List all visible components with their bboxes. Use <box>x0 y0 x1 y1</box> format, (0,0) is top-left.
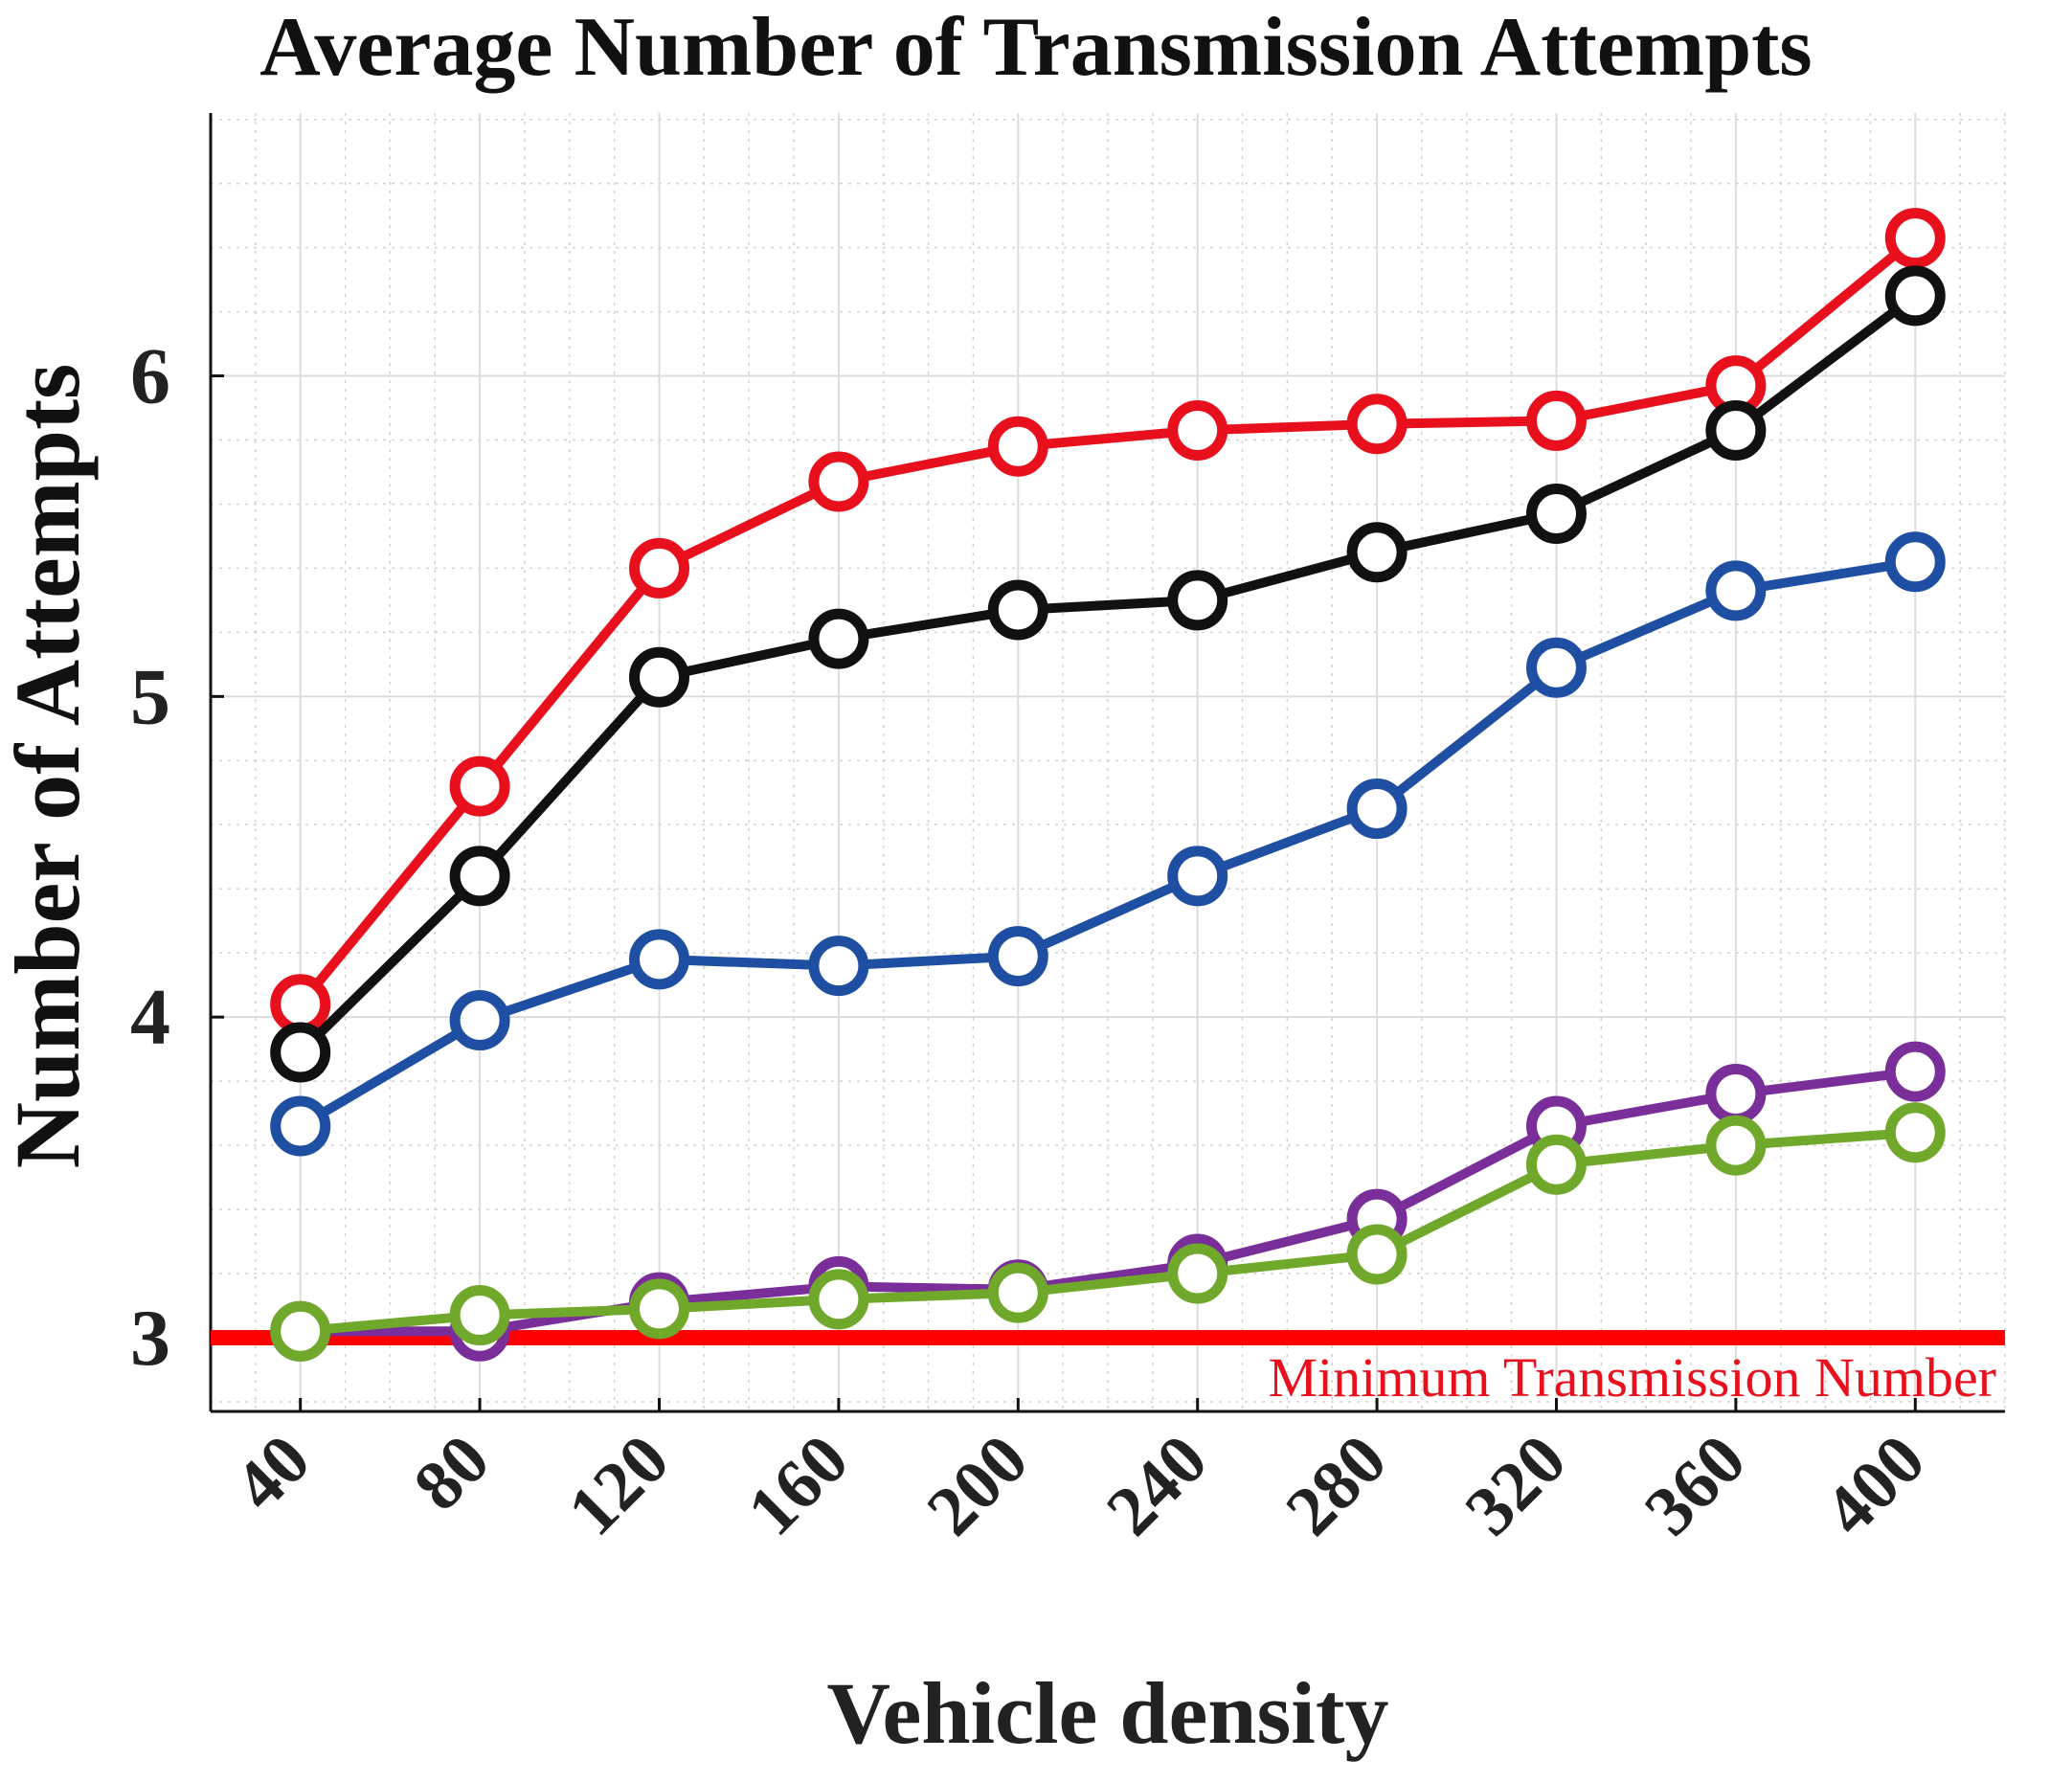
chart-title: Average Number of Transmission Attempts <box>259 1 1812 94</box>
series-3-point <box>449 990 510 1051</box>
reference-line-label: Minimum Transmission Number <box>1268 1346 1996 1409</box>
series-2-point <box>987 579 1048 641</box>
series-3-point <box>1705 560 1767 621</box>
series-3-point <box>987 926 1048 987</box>
x-tick-label: 80 <box>399 1420 505 1525</box>
series-line-2 <box>297 291 1919 1056</box>
series-5-point <box>1705 1115 1767 1176</box>
series-1-point <box>449 756 510 817</box>
series-1-point <box>1346 394 1408 455</box>
series-1-point <box>1526 390 1587 451</box>
x-tick-label: 320 <box>1451 1420 1581 1550</box>
series-2-point <box>1705 399 1767 461</box>
series-2-point <box>1526 484 1587 545</box>
x-tick-label: 280 <box>1272 1420 1402 1550</box>
x-axis-label: Vehicle density <box>827 1664 1389 1762</box>
x-tick-label: 360 <box>1630 1420 1760 1550</box>
y-tick-label: 4 <box>130 973 170 1062</box>
series-3-point <box>1167 846 1228 907</box>
x-tick-label: 240 <box>1092 1420 1222 1550</box>
series-1-point <box>1884 208 1946 269</box>
series-3-point <box>1346 778 1408 840</box>
series-2-point <box>1167 570 1228 631</box>
series-2-point <box>629 646 689 708</box>
series-5-point <box>1167 1243 1228 1304</box>
x-tick-label: 120 <box>553 1420 684 1550</box>
x-tick-label: 160 <box>732 1420 863 1550</box>
series-1-point <box>270 974 331 1035</box>
series-1-point <box>629 537 689 598</box>
series-5-point <box>1884 1102 1946 1163</box>
x-tick-label: 40 <box>219 1420 325 1525</box>
grid-lines <box>210 113 2006 1411</box>
series-2-point <box>1346 522 1408 583</box>
series-2-point <box>1884 265 1946 327</box>
series-1-point <box>1167 399 1228 461</box>
series-line-4 <box>300 1067 1916 1337</box>
series-2-point <box>270 1022 331 1083</box>
y-tick-label: 5 <box>130 652 170 741</box>
series-3-point <box>629 929 689 990</box>
series-2-point <box>808 608 869 669</box>
x-tick-label: 400 <box>1810 1420 1940 1550</box>
series-5-point <box>808 1269 869 1330</box>
series-3-point <box>1526 637 1587 698</box>
series-4-point <box>1705 1064 1767 1125</box>
series-1-point <box>808 451 869 512</box>
series-4-point <box>1884 1041 1946 1102</box>
series-3-point <box>1884 531 1946 593</box>
series-5-point <box>1346 1224 1408 1285</box>
x-tick-label: 200 <box>912 1420 1043 1550</box>
series-3-point <box>270 1095 331 1157</box>
series-5-point <box>629 1278 689 1340</box>
series-line-5 <box>300 1127 1916 1337</box>
series-5-point <box>449 1285 510 1346</box>
series-5-point <box>987 1262 1048 1323</box>
series-2-point <box>449 846 510 907</box>
series-line-3 <box>298 556 1917 1131</box>
y-tick-label: 6 <box>130 332 170 421</box>
y-axis-label: Number of Attempts <box>0 364 99 1169</box>
series-1-point <box>987 416 1048 477</box>
series-group <box>270 208 1946 1362</box>
series-line-1 <box>296 234 1919 1007</box>
axes <box>209 113 2005 1413</box>
series-5-point <box>270 1300 331 1362</box>
series-3-point <box>808 936 869 997</box>
y-tick-label: 3 <box>130 1294 170 1383</box>
series-5-point <box>1526 1134 1587 1195</box>
